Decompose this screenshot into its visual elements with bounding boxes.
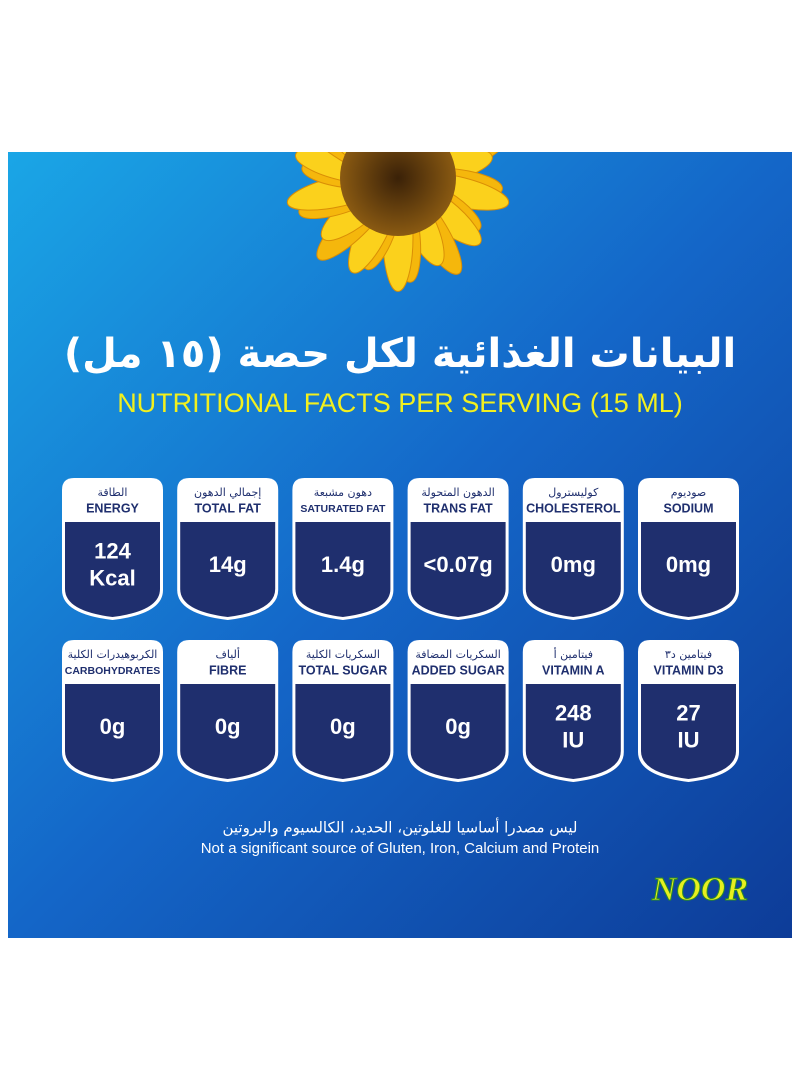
label-english: SATURATED FAT: [300, 503, 386, 515]
card-body: [180, 522, 276, 617]
label-english: FIBRE: [209, 663, 247, 677]
card-body: [525, 684, 621, 779]
nutrient-card: صوديوم SODIUM 0mg: [638, 478, 739, 620]
label-arabic: فيتامين أ: [554, 647, 593, 661]
label-arabic: السكريات الكلية: [306, 648, 380, 661]
card-body: [525, 522, 621, 617]
value: 27: [676, 700, 700, 725]
label-arabic: ألياف: [215, 647, 239, 661]
value: 124: [94, 538, 131, 563]
card-body: [180, 684, 276, 779]
card-body: [65, 684, 160, 779]
label-arabic: كوليسترول: [548, 486, 599, 499]
value: <0.07g: [424, 552, 493, 577]
label-english: TRANS FAT: [423, 501, 493, 515]
value: Kcal: [89, 565, 135, 590]
value: 0g: [215, 714, 241, 739]
value: 14g: [209, 552, 247, 577]
card-body: [641, 522, 736, 617]
nutrient-card: السكريات الكلية TOTAL SUGAR 0g: [292, 640, 394, 782]
nutrient-card: الكربوهيدرات الكلية CARBOHYDRATES 0g: [62, 640, 163, 782]
value: IU: [562, 727, 584, 752]
nutrient-card: ألياف FIBRE 0g: [177, 640, 279, 782]
value: 1.4g: [321, 552, 365, 577]
footer-note-english: Not a significant source of Gluten, Iron…: [201, 840, 600, 857]
value: 0g: [445, 714, 471, 739]
label-english: SODIUM: [664, 501, 714, 515]
sunflower: [286, 152, 510, 292]
card-body: [65, 522, 160, 617]
nutrient-card: دهون مشبعة SATURATED FAT 1.4g: [292, 478, 394, 620]
label-english: CHOLESTEROL: [526, 501, 621, 515]
flower-center: [340, 152, 456, 236]
footer-note-arabic: ليس مصدرا أساسيا للغلوتين، الحديد، الكال…: [222, 818, 577, 837]
value: 0mg: [666, 552, 711, 577]
title-english: NUTRITIONAL FACTS PER SERVING (15 ML): [117, 388, 683, 418]
card-body: [410, 684, 506, 779]
nutrient-card: إجمالي الدهون TOTAL FAT 14g: [177, 478, 279, 620]
label-arabic: الدهون المتحولة: [421, 486, 494, 499]
brand-logo: NOOR: [651, 871, 748, 908]
label-arabic: فيتامين د٣: [665, 648, 712, 661]
nutrient-card: الدهون المتحولة TRANS FAT <0.07g: [407, 478, 509, 620]
card-body: [295, 684, 391, 779]
card-body: [295, 522, 391, 617]
label-english: CARBOHYDRATES: [65, 665, 160, 677]
label-english: ENERGY: [86, 501, 139, 515]
value: 0g: [330, 714, 356, 739]
label-arabic: الطاقة: [98, 486, 128, 499]
label-english: VITAMIN D3: [654, 663, 724, 677]
label-arabic: إجمالي الدهون: [194, 486, 261, 499]
label-arabic: الكربوهيدرات الكلية: [68, 648, 158, 661]
value: 0mg: [551, 552, 596, 577]
label-arabic: السكريات المضافة: [415, 648, 500, 661]
label-arabic: دهون مشبعة: [314, 486, 372, 499]
title-arabic: البيانات الغذائية لكل حصة (١٥ مل): [64, 331, 736, 377]
value: 0g: [100, 714, 126, 739]
card-body: [641, 684, 736, 779]
value: 248: [555, 700, 592, 725]
label-english: TOTAL SUGAR: [298, 663, 387, 677]
label-arabic: صوديوم: [671, 486, 706, 499]
card-body: [410, 522, 506, 617]
label-english: TOTAL FAT: [194, 501, 261, 515]
label-english: ADDED SUGAR: [412, 663, 505, 677]
value: IU: [678, 727, 700, 752]
nutrient-card: كوليسترول CHOLESTEROL 0mg: [522, 478, 624, 620]
label-english: VITAMIN A: [542, 663, 605, 677]
nutrient-card: السكريات المضافة ADDED SUGAR 0g: [407, 640, 509, 782]
